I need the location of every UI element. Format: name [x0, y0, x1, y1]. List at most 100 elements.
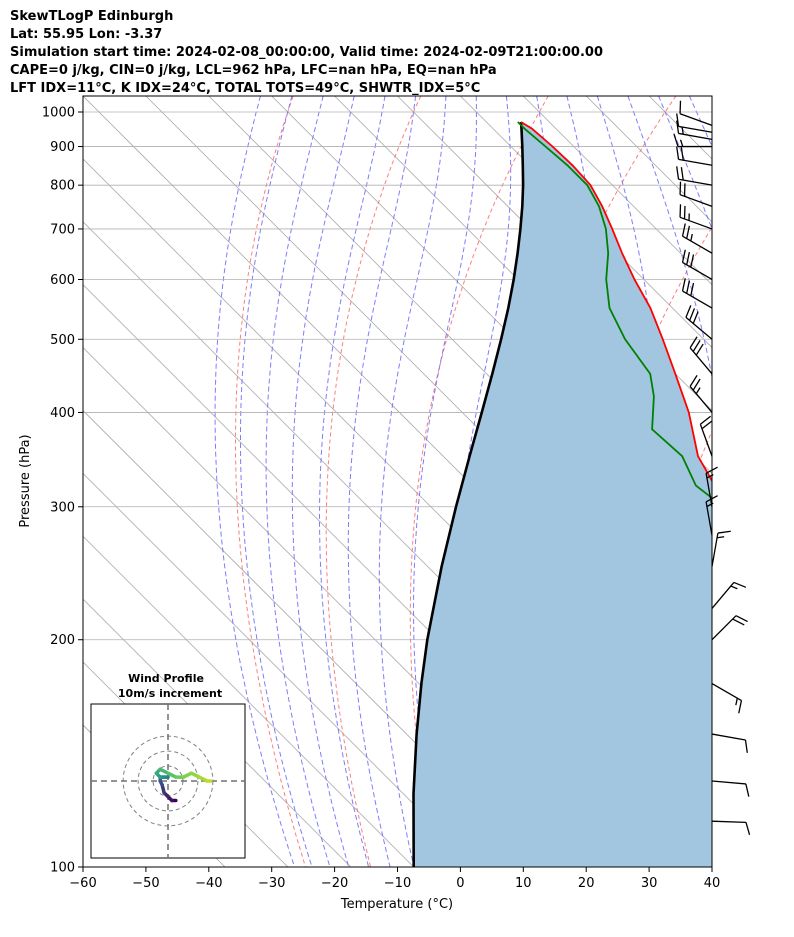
wind-barb-feather	[733, 581, 747, 588]
wind-barb-feather	[690, 254, 695, 268]
sounding-profiles	[412, 121, 712, 867]
y-tick-label: 700	[50, 222, 75, 237]
wind-barb	[685, 305, 713, 340]
wind-barb-feather	[706, 474, 714, 479]
cin-shaded-area	[413, 122, 712, 867]
moist-adiabat-line	[319, 96, 386, 867]
wind-barb	[679, 204, 713, 230]
wind-barb-staff	[682, 290, 713, 309]
wind-barb-staff	[679, 113, 713, 126]
wind-barb	[711, 820, 751, 836]
wind-barb-feather	[701, 420, 713, 430]
wind-barb-feather	[680, 147, 684, 161]
temperature-profile-line	[520, 121, 712, 483]
wind-barb-staff	[711, 820, 747, 824]
wind-barb-feather	[690, 282, 695, 296]
y-tick-label: 600	[50, 273, 75, 288]
wind-barb-feather	[738, 700, 743, 714]
isotherm-line	[334, 96, 712, 474]
isotherm-line	[83, 409, 540, 867]
wind-barb-staff	[682, 261, 713, 281]
wind-barb-staff	[678, 125, 713, 133]
y-tick-label: 800	[50, 179, 75, 194]
x-tick-label: 40	[704, 876, 721, 891]
wind-barb-feather	[692, 378, 701, 391]
dry-adiabat-line	[409, 96, 549, 867]
wind-barb	[711, 530, 731, 567]
wind-barb	[689, 375, 713, 413]
wind-barb-feather	[745, 783, 750, 797]
wind-barb-feather	[717, 530, 731, 534]
y-axis-label: Pressure (hPa)	[18, 434, 33, 527]
wind-barb-staff	[678, 178, 713, 186]
hodograph-title: Wind Profile	[128, 672, 204, 685]
wind-barb-staff	[711, 780, 746, 785]
wind-barb-feather	[688, 308, 696, 321]
moist-adiabat-line	[240, 96, 313, 867]
wind-barb-feather	[705, 495, 718, 503]
hodograph-inset: Wind Profile 10m/s increment	[90, 672, 246, 859]
moist-adiabat-line	[658, 96, 712, 231]
wind-barb-staff	[679, 194, 713, 207]
wind-barb-staff	[705, 473, 713, 507]
x-tick-label: 20	[578, 876, 595, 891]
wind-barb	[711, 733, 748, 753]
y-tick-label: 100	[50, 861, 75, 876]
x-tick-label: −50	[132, 876, 159, 891]
isotherm-line	[711, 96, 712, 97]
chart-header: SkewTLogP Edinburgh Lat: 55.95 Lon: -3.3…	[10, 8, 603, 98]
wind-barb	[705, 495, 718, 536]
wind-barbs	[673, 100, 751, 836]
wind-barb	[673, 133, 712, 148]
isotherm-line	[83, 535, 414, 867]
wind-barb-feather	[705, 466, 718, 474]
x-axis-ticks: −60 −50 −40 −30 −20 −10 0 10 20 30 40	[69, 867, 720, 891]
wind-barb-feather	[716, 536, 725, 539]
moist-adiabat-line	[265, 96, 331, 867]
wind-barb-feather	[686, 252, 691, 266]
moist-adiabat-line	[720, 96, 794, 867]
wind-barb-feather	[673, 133, 679, 147]
wind-barb-feather	[744, 739, 748, 753]
wind-barb-staff	[705, 501, 713, 536]
wind-barb	[679, 181, 713, 207]
wind-barb	[681, 278, 713, 309]
wind-barb	[676, 113, 713, 133]
wind-barb-feather	[680, 167, 684, 181]
wind-barb-feather	[676, 120, 680, 134]
wind-barb	[711, 581, 747, 609]
wind-barb-feather	[692, 340, 701, 352]
wind-barb	[711, 780, 750, 797]
dry-adiabat-line	[235, 96, 306, 867]
y-axis-ticks: 1000 900 800 700 600 500 400 300 200 100	[42, 105, 83, 876]
wind-barb	[711, 682, 743, 714]
wind-barb-feather	[681, 278, 686, 292]
dry-adiabat-line	[325, 96, 422, 867]
moist-adiabat-line	[214, 96, 296, 867]
wind-barb	[679, 100, 713, 126]
wind-barb-feather	[686, 225, 691, 239]
wind-barb	[681, 223, 713, 254]
y-tick-label: 300	[50, 500, 75, 515]
wind-barb-feather	[692, 311, 699, 324]
y-tick-label: 500	[50, 333, 75, 348]
simulation-times: Simulation start time: 2024-02-08_00:00:…	[10, 45, 603, 60]
wind-barb	[676, 120, 713, 140]
wind-barb-feather	[690, 233, 693, 242]
wind-barb-feather	[681, 127, 684, 135]
wind-barb	[689, 336, 713, 375]
x-axis-label-text: Temperature (°C)	[340, 897, 453, 912]
wind-barb-feather	[745, 822, 751, 836]
station-coordinates: Lat: 55.95 Lon: -3.37	[10, 27, 163, 42]
station-title: SkewTLogP Edinburgh	[10, 9, 174, 24]
x-tick-label: −40	[195, 876, 222, 891]
wind-barb-staff	[678, 158, 713, 166]
wind-barb	[705, 466, 718, 507]
x-tick-label: −60	[69, 876, 96, 891]
wind-barb-feather	[689, 336, 698, 349]
wind-barb	[699, 415, 713, 457]
wind-barb-feather	[699, 415, 712, 425]
wind-barb-feather	[681, 223, 686, 237]
isotherm-line	[83, 472, 477, 867]
